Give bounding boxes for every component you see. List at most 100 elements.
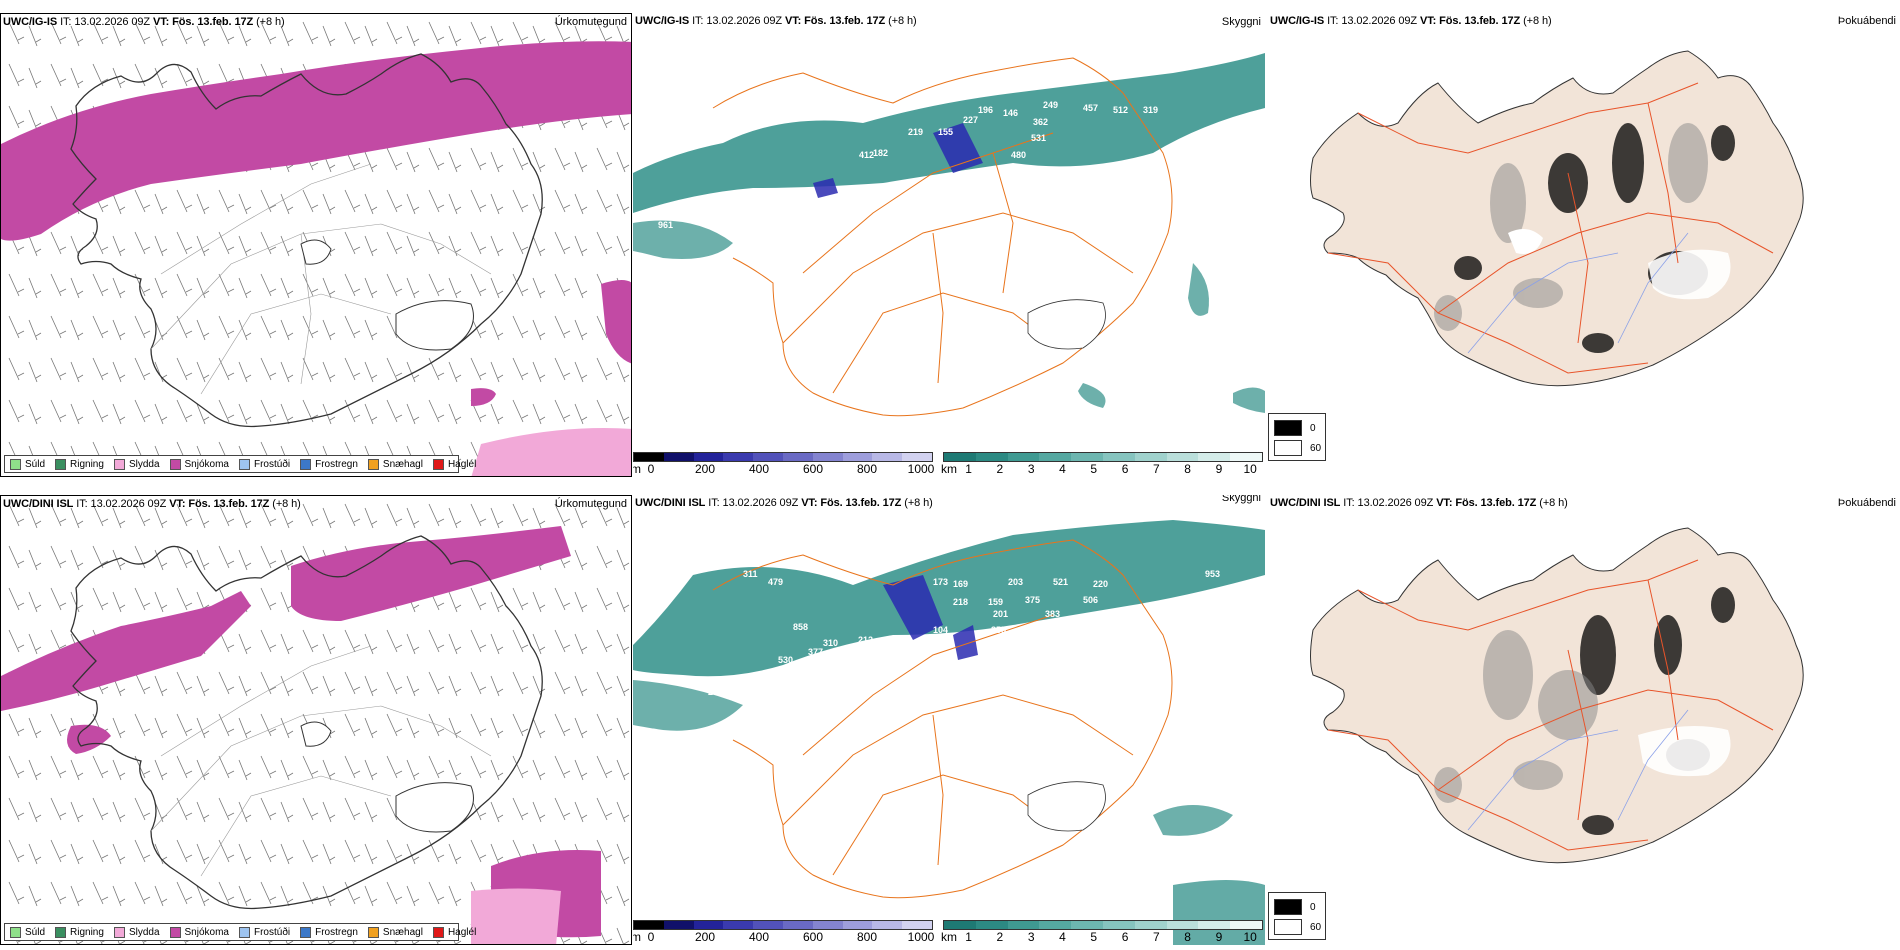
ceiling-value-label: 189 [845,185,860,195]
header-row2-ceiling: UWC/DINI ISL IT: 13.02.2026 09Z VT: Fös.… [635,497,933,509]
legend-item: Snjókoma [169,458,229,470]
ceiling-value-label: 196 [978,105,993,115]
scale-swatch [812,921,843,929]
ceiling-value-label: 227 [963,115,978,125]
scale-swatch [872,921,903,929]
precip-map-row1 [1,14,631,476]
ceiling-value-label: 104 [933,625,948,635]
ceiling-value-label: 623 [813,549,828,559]
legend-item: Frostúði [238,458,290,470]
precip-map-row2 [1,496,631,944]
ceiling-value-label: 311 [743,569,758,579]
scale-tick-label: 4 [1059,930,1066,944]
scale-tick-label: 600 [802,462,824,476]
ceiling-value-label: 480 [1011,150,1026,160]
scale-tick-label: 5 [1090,930,1098,944]
scale-tick-label: 800 [856,930,878,944]
scale-swatch [634,921,664,929]
precip-legend-row2: Súld Rigning Slydda Snjókoma Frostúði Fr… [4,923,476,941]
scale-swatch [872,453,903,461]
scale-swatch [1039,453,1072,461]
ceiling-scale-row2: m 0 200 400 600 800 1000 [633,920,934,944]
scale-swatch [1134,921,1167,929]
scale-tick-label: 0 [647,462,655,476]
scale-tick-label: 200 [694,930,716,944]
scale-swatch [1230,921,1262,929]
ceiling-value-label: 506 [1083,595,1098,605]
scale-tick-label: 2 [996,930,1004,944]
scale-swatch [782,453,813,461]
scale-tick-label: 9 [1215,930,1223,944]
header-row2-fog: UWC/DINI ISL IT: 13.02.2026 09Z VT: Fös.… [1270,497,1568,509]
scale-tick-label: 8 [1184,462,1191,476]
legend-item: Frostregn [300,926,358,938]
ceiling-map-row1: 249 457 512 319 196 146 362 227 155 219 531 480 1824… [633,53,1265,417]
ceiling-value-label: 521 [1053,577,1068,587]
ceiling-value-labels: 249 457 512 319 196 146 362 227 155 219 531 480 1824… [658,100,1158,243]
legend-item: Súld [10,458,45,470]
ceiling-value-label: 155 [938,127,953,137]
ceiling-value-label: 173 [933,577,948,587]
scale-swatch [902,921,932,929]
scale-tick-label: 4 [1059,462,1066,476]
scale-swatch [723,453,754,461]
scale-swatch [1102,453,1135,461]
ceiling-value-label: 201 [993,609,1008,619]
scale-swatch [693,453,724,461]
header-row2-precip: UWC/DINI ISL IT: 13.02.2026 09Z VT: Fös.… [3,498,301,510]
scale-swatch [634,453,664,461]
ceiling-value-label: 291 [708,687,723,697]
legend-item: Frostregn [300,458,358,470]
scale-swatch [1166,921,1199,929]
scale-tick-label: 10 [1243,930,1257,944]
scale-swatch [902,453,932,461]
scale-tick-label: 1 [965,462,972,476]
ceiling-value-label: 531 [1031,133,1046,143]
panel-title-precip-row1: Úrkomutegund [554,16,627,28]
ceiling-value-label: 182 [873,148,888,158]
ceiling-value-label: 383 [1045,609,1060,619]
scale-swatch [693,921,724,929]
scale-swatch [975,453,1008,461]
header-row1-ceiling: UWC/IG-IS IT: 13.02.2026 09Z VT: Fös. 13… [635,15,917,27]
ceiling-value-label: 961 [658,220,673,230]
ceiling-value-label: 512 [1113,105,1128,115]
scale-swatch [753,453,783,461]
scale-swatch [1102,921,1135,929]
panel-title-precip-row2: Úrkomutegund [554,498,627,510]
scale-swatch [944,921,976,929]
ceiling-value-label: 362 [1033,117,1048,127]
ceiling-value-label: 375 [1025,595,1040,605]
ceiling-value-label: 479 [768,577,783,587]
ceiling-value-label: 219 [908,127,923,137]
scale-tick-label: 1000 [907,462,935,476]
scale-tick-label: 7 [1152,930,1160,944]
scale-tick-label: 2 [996,462,1004,476]
ceiling-value-label: 355 [991,625,1006,635]
scale-swatch [1166,453,1199,461]
scale-swatch [975,921,1008,929]
ceiling-value-label: 531 [828,195,843,205]
scale-swatch [1230,453,1262,461]
ceiling-value-label: 377 [808,647,823,657]
ceiling-value-label: 530 [778,655,793,665]
ceiling-value-label: 159 [988,597,1003,607]
scale-swatch [1007,453,1040,461]
legend-item: Rigning [55,458,104,470]
ceiling-value-label: 249 [1043,100,1058,110]
iceland-outline [70,53,543,428]
ceiling-value-label: 953 [1205,569,1220,579]
legend-item: Slydda [113,926,160,938]
scale-tick-label: 400 [748,462,770,476]
scale-tick-label: 800 [856,462,878,476]
ceiling-panel-row1: UWC/IG-IS IT: 13.02.2026 09Z VT: Fös. 13… [633,13,1265,477]
ceiling-value-label: 132 [918,692,933,702]
ceiling-value-label: 310 [823,638,838,648]
scale-swatch [842,453,873,461]
scale-swatch [1071,453,1103,461]
ceiling-value-label: 457 [1083,103,1098,113]
scale-swatch [782,921,813,929]
ceiling-value-label: 212 [858,635,873,645]
panel-title-fog-row2: Þokuábendi [1837,497,1896,509]
